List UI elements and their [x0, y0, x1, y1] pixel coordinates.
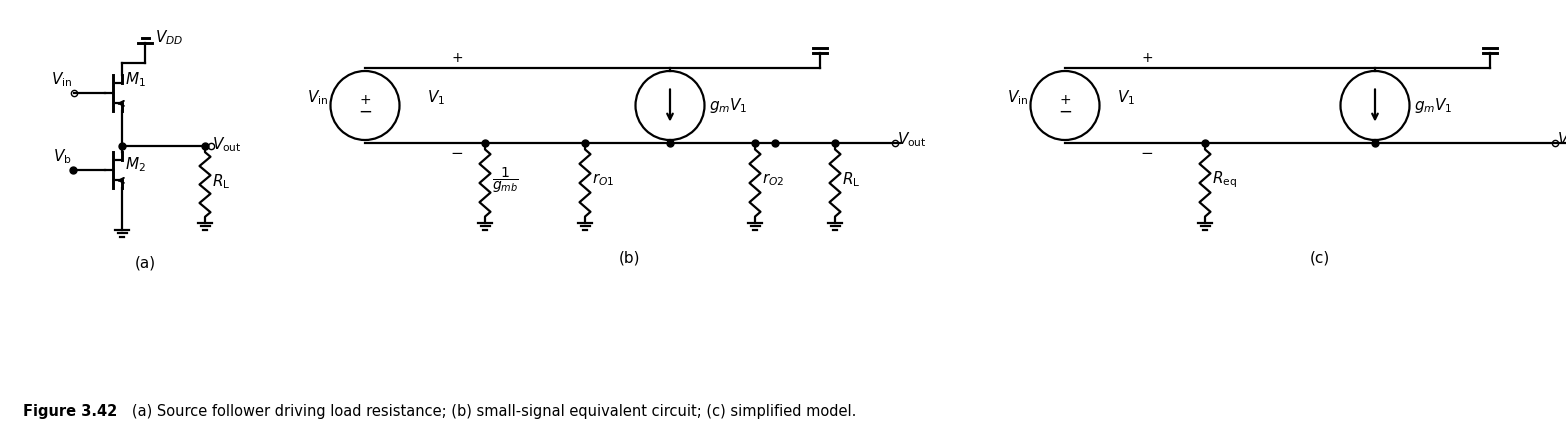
Text: $M_1$: $M_1$ [125, 71, 146, 89]
Text: $+$: $+$ [1142, 51, 1153, 65]
Text: (a): (a) [135, 256, 155, 270]
Text: $V_{\rm out}$: $V_{\rm out}$ [897, 131, 927, 149]
Text: $-$: $-$ [1059, 102, 1073, 120]
Text: $R_{\rm L}$: $R_{\rm L}$ [843, 171, 860, 189]
Text: $R_{\rm L}$: $R_{\rm L}$ [211, 172, 230, 191]
Text: $\dfrac{1}{g_{mb}}$: $\dfrac{1}{g_{mb}}$ [492, 165, 518, 195]
Text: $V_{\rm in}$: $V_{\rm in}$ [307, 88, 329, 107]
Text: $-$: $-$ [1140, 144, 1154, 159]
Text: $M_2$: $M_2$ [125, 156, 146, 174]
Text: $+$: $+$ [451, 51, 464, 65]
Text: $r_{O2}$: $r_{O2}$ [763, 172, 785, 188]
Text: $r_{O1}$: $r_{O1}$ [592, 172, 614, 188]
Text: Figure 3.42: Figure 3.42 [23, 404, 117, 419]
Text: (a) Source follower driving load resistance; (b) small-signal equivalent circuit: (a) Source follower driving load resista… [119, 404, 857, 419]
Text: $g_m V_1$: $g_m V_1$ [1414, 96, 1452, 115]
Text: $V_1$: $V_1$ [1117, 88, 1135, 107]
Text: (b): (b) [619, 250, 640, 265]
Text: $-$: $-$ [359, 102, 373, 120]
Text: $V_{\rm b}$: $V_{\rm b}$ [53, 147, 72, 166]
Text: $V_{\rm in}$: $V_{\rm in}$ [1007, 88, 1029, 107]
Text: $+$: $+$ [359, 93, 371, 107]
Text: $R_{\rm eq}$: $R_{\rm eq}$ [1212, 169, 1237, 190]
Text: $V_{\rm in}$: $V_{\rm in}$ [50, 70, 72, 89]
Text: $V_1$: $V_1$ [428, 88, 445, 107]
Text: $V_{\rm out}$: $V_{\rm out}$ [1557, 131, 1566, 149]
Text: (c): (c) [1309, 250, 1330, 265]
Text: $-$: $-$ [451, 144, 464, 159]
Text: $V_{DD}$: $V_{DD}$ [155, 28, 183, 47]
Text: $g_m V_1$: $g_m V_1$ [708, 96, 747, 115]
Text: $V_{\rm out}$: $V_{\rm out}$ [213, 136, 243, 155]
Text: $+$: $+$ [1059, 93, 1071, 107]
